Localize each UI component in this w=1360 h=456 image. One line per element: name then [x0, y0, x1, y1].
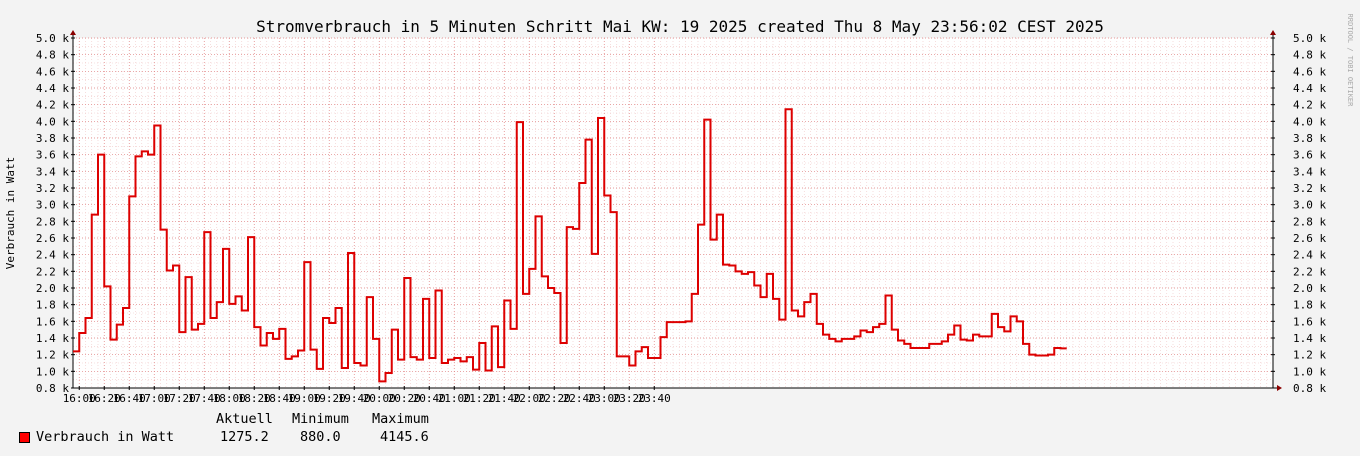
x-tick-label: 21:40	[488, 392, 521, 405]
y-tick-label: 2.8 k	[36, 215, 69, 228]
y-axis-arrow-right	[1270, 30, 1276, 35]
y-tick-label: 2.6 k	[36, 232, 69, 245]
y-tick-label-right: 2.4 k	[1293, 249, 1326, 262]
y-tick-label-right: 3.2 k	[1293, 182, 1326, 195]
x-tick-label: 18:40	[263, 392, 296, 405]
x-tick-label: 19:40	[338, 392, 371, 405]
y-tick-label-right: 1.6 k	[1293, 315, 1326, 328]
y-tick-label: 2.0 k	[36, 282, 69, 295]
y-tick-label-right: 2.6 k	[1293, 232, 1326, 245]
x-tick-label: 23:00	[588, 392, 621, 405]
y-tick-label: 4.6 k	[36, 65, 69, 78]
x-ticks: 16:0016:2016:4017:0017:2017:4018:0018:20…	[63, 392, 671, 405]
x-tick-label: 22:40	[563, 392, 596, 405]
x-tick-label: 20:20	[388, 392, 421, 405]
legend-header-minimum: Minimum	[292, 411, 349, 427]
legend-series-name: Verbrauch in Watt	[36, 429, 175, 445]
y-tick-label: 3.4 k	[36, 165, 69, 178]
y-tick-label: 1.2 k	[36, 349, 69, 362]
y-axis-label: Verbrauch in Watt	[4, 157, 17, 270]
legend-maximum-value: 4145.6	[380, 429, 429, 445]
rrdtool-watermark: RRDTOOL / TOBI OETIKER	[1346, 14, 1354, 108]
y-tick-label: 3.0 k	[36, 199, 69, 212]
chart-title: Stromverbrauch in 5 Minuten Schritt Mai …	[256, 17, 1104, 36]
y-tick-label-right: 3.8 k	[1293, 132, 1326, 145]
y-tick-label-right: 4.2 k	[1293, 99, 1326, 112]
y-tick-label: 1.4 k	[36, 332, 69, 345]
y-tick-label-right: 4.0 k	[1293, 115, 1326, 128]
y-tick-label-right: 4.8 k	[1293, 49, 1326, 62]
y-tick-label-right: 3.4 k	[1293, 165, 1326, 178]
y-tick-label-right: 1.2 k	[1293, 349, 1326, 362]
x-tick-label: 18:00	[213, 392, 246, 405]
x-tick-label: 22:00	[513, 392, 546, 405]
legend: Aktuell Minimum Maximum Verbrauch in Wat…	[0, 408, 600, 456]
y-tick-label-right: 1.4 k	[1293, 332, 1326, 345]
x-tick-label: 19:20	[313, 392, 346, 405]
y-tick-label-right: 2.2 k	[1293, 265, 1326, 278]
x-tick-label: 23:40	[638, 392, 671, 405]
y-ticks-left: 0.8 k 1.0 k 1.2 k 1.4 k 1.6 k 1.8 k 2.0 k 2.2 k…	[36, 32, 69, 395]
y-tick-label: 1.8 k	[36, 299, 69, 312]
y-tick-label: 3.6 k	[36, 149, 69, 162]
x-tick-label: 16:40	[113, 392, 146, 405]
y-tick-label-right: 2.0 k	[1293, 282, 1326, 295]
series-line-verbrauch	[73, 108, 1067, 383]
y-tick-label: 3.2 k	[36, 182, 69, 195]
y-tick-label-right: 3.0 k	[1293, 199, 1326, 212]
y-tick-label: 4.0 k	[36, 115, 69, 128]
x-tick-label: 20:40	[413, 392, 446, 405]
y-tick-label: 0.8 k	[36, 382, 69, 395]
y-tick-label: 4.2 k	[36, 99, 69, 112]
legend-current-value: 1275.2	[220, 429, 269, 445]
legend-minimum-value: 880.0	[300, 429, 341, 445]
y-tick-label-right: 1.8 k	[1293, 299, 1326, 312]
y-tick-label-right: 1.0 k	[1293, 365, 1326, 378]
x-tick-label: 20:00	[363, 392, 396, 405]
y-tick-label: 4.8 k	[36, 49, 69, 62]
axes	[70, 30, 1282, 391]
x-tick-label: 17:40	[188, 392, 221, 405]
y-tick-label: 4.4 k	[36, 82, 69, 95]
legend-header-maximum: Maximum	[372, 411, 429, 427]
x-tick-label: 17:00	[138, 392, 171, 405]
legend-header-current: Aktuell	[216, 411, 273, 427]
legend-color-swatch	[19, 432, 30, 443]
y-tick-label: 5.0 k	[36, 32, 69, 45]
x-tick-label: 21:20	[463, 392, 496, 405]
x-tick-label: 19:00	[288, 392, 321, 405]
y-tick-label: 3.8 k	[36, 132, 69, 145]
y-tick-label: 2.2 k	[36, 265, 69, 278]
y-tick-label: 2.4 k	[36, 249, 69, 262]
x-tick-label: 17:20	[163, 392, 196, 405]
x-tick-label: 18:20	[238, 392, 271, 405]
y-tick-label: 1.0 k	[36, 365, 69, 378]
y-tick-label-right: 3.6 k	[1293, 149, 1326, 162]
y-ticks-right: 0.8 k 1.0 k 1.2 k 1.4 k 1.6 k 1.8 k 2.0 k 2.2 k…	[1293, 32, 1326, 395]
x-tick-label: 21:00	[438, 392, 471, 405]
y-tick-label-right: 2.8 k	[1293, 215, 1326, 228]
y-tick-label-right: 4.4 k	[1293, 82, 1326, 95]
y-tick-label-right: 0.8 k	[1293, 382, 1326, 395]
y-axis-arrow	[70, 30, 76, 35]
x-axis-arrow	[1277, 385, 1282, 391]
x-tick-label: 23:20	[613, 392, 646, 405]
x-tick-label: 16:00	[63, 392, 96, 405]
x-tick-label: 22:20	[538, 392, 571, 405]
y-tick-label-right: 5.0 k	[1293, 32, 1326, 45]
y-tick-label: 1.6 k	[36, 315, 69, 328]
x-tick-label: 16:20	[88, 392, 121, 405]
y-tick-label-right: 4.6 k	[1293, 65, 1326, 78]
